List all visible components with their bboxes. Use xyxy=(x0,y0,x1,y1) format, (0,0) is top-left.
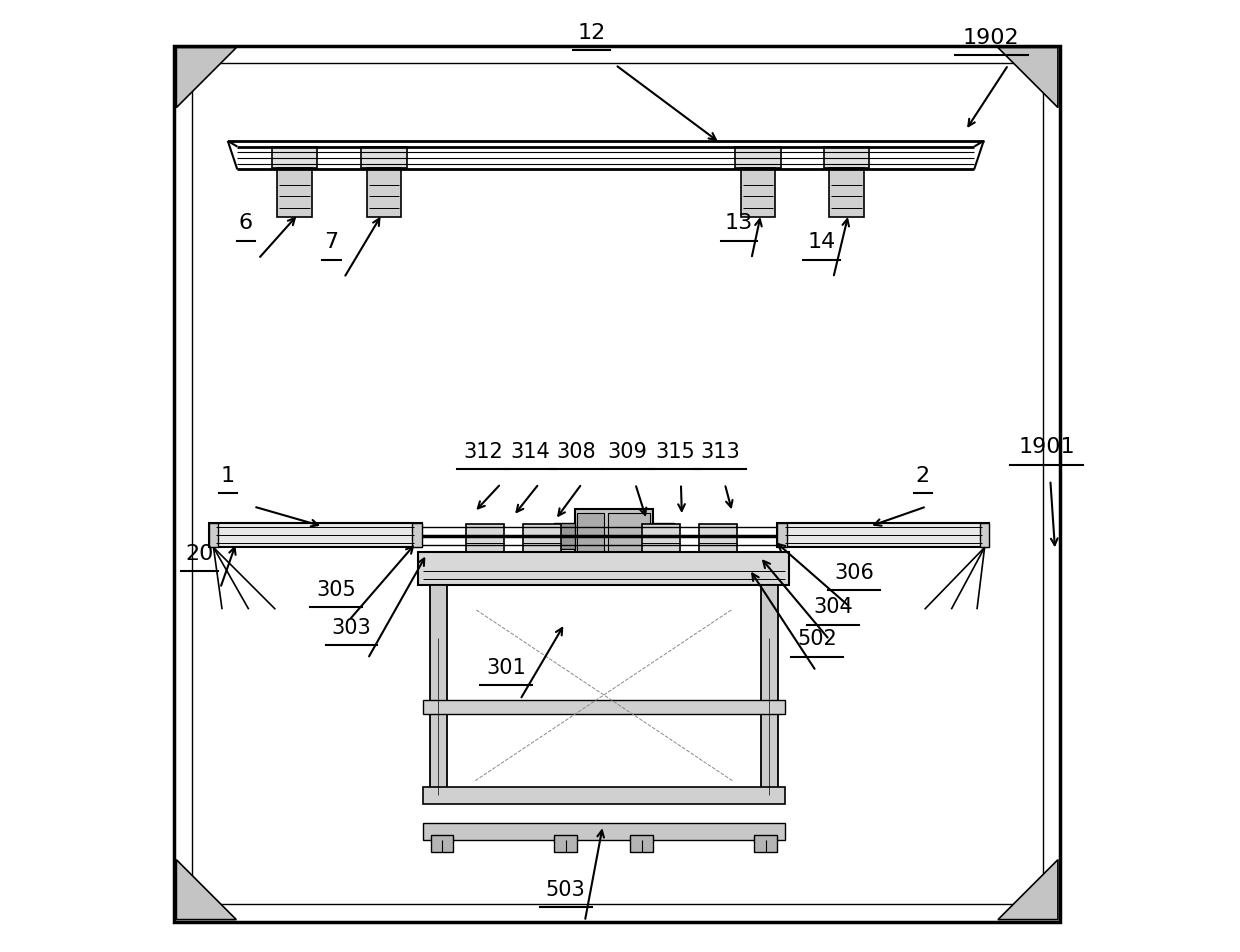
Bar xyxy=(272,147,317,168)
Text: 1902: 1902 xyxy=(963,28,1019,48)
Bar xyxy=(608,513,650,558)
Bar xyxy=(742,168,775,217)
Text: 301: 301 xyxy=(486,658,526,678)
Text: 303: 303 xyxy=(331,618,372,638)
Bar xyxy=(472,560,497,579)
Text: 312: 312 xyxy=(463,442,502,462)
Bar xyxy=(554,523,575,549)
Bar xyxy=(642,524,680,562)
Bar xyxy=(192,63,1043,904)
Bar xyxy=(777,523,786,547)
Text: 7: 7 xyxy=(325,232,339,252)
Text: 308: 308 xyxy=(557,442,596,462)
Bar xyxy=(554,835,577,852)
Bar xyxy=(754,835,777,852)
Text: 14: 14 xyxy=(807,232,836,252)
Text: 502: 502 xyxy=(797,629,837,649)
Bar xyxy=(523,524,560,562)
Bar xyxy=(418,552,790,585)
Bar xyxy=(278,168,311,217)
Bar xyxy=(466,524,503,562)
Text: 2: 2 xyxy=(915,466,930,486)
Bar xyxy=(735,147,781,168)
Bar xyxy=(423,700,785,714)
Bar xyxy=(529,560,554,579)
Text: 20: 20 xyxy=(185,544,213,564)
Bar xyxy=(577,513,604,558)
Bar xyxy=(423,787,785,804)
Text: 306: 306 xyxy=(835,563,874,583)
Bar xyxy=(208,523,218,547)
Polygon shape xyxy=(176,48,237,108)
Text: 314: 314 xyxy=(511,442,551,462)
Polygon shape xyxy=(176,860,237,920)
Bar xyxy=(649,560,673,579)
Text: 12: 12 xyxy=(578,23,605,43)
Bar xyxy=(830,168,864,217)
Bar xyxy=(706,560,730,579)
Text: 313: 313 xyxy=(701,442,740,462)
Text: 315: 315 xyxy=(656,442,696,462)
Bar xyxy=(761,585,777,795)
Bar xyxy=(777,523,990,547)
Bar xyxy=(413,523,422,547)
Bar xyxy=(423,823,785,840)
Text: 6: 6 xyxy=(239,213,253,233)
Polygon shape xyxy=(998,860,1058,920)
Bar xyxy=(630,835,653,852)
Polygon shape xyxy=(998,48,1058,108)
Text: 309: 309 xyxy=(608,442,647,462)
Bar xyxy=(208,523,422,547)
Text: 1: 1 xyxy=(221,466,234,486)
Bar xyxy=(367,168,401,217)
Text: 305: 305 xyxy=(316,580,356,600)
Text: 1901: 1901 xyxy=(1018,437,1075,457)
Bar xyxy=(980,523,990,547)
Bar xyxy=(430,835,454,852)
Bar xyxy=(361,147,407,168)
Text: 13: 13 xyxy=(725,213,753,233)
Bar xyxy=(429,585,446,795)
Bar xyxy=(575,509,653,562)
Text: 503: 503 xyxy=(546,880,585,900)
Text: 304: 304 xyxy=(813,597,853,617)
Bar xyxy=(823,147,869,168)
Bar xyxy=(699,524,737,562)
Bar xyxy=(653,523,675,549)
